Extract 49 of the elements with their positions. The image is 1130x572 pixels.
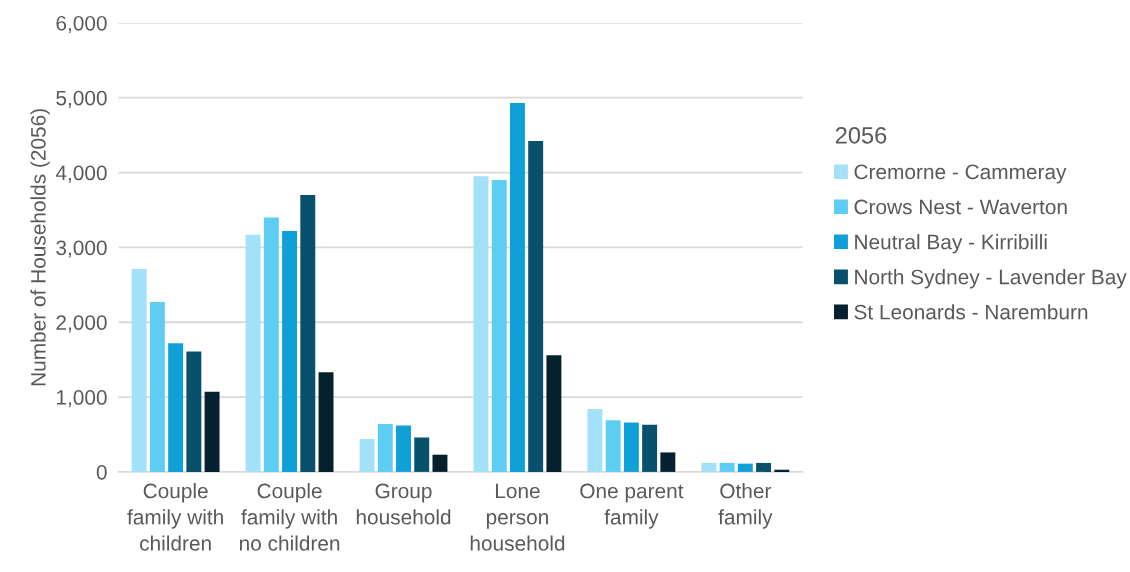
bar [509, 102, 525, 472]
bar [300, 195, 316, 472]
bar [377, 424, 393, 472]
bar [701, 462, 717, 472]
bar [168, 343, 184, 472]
bar [623, 422, 639, 472]
y-tick-label: 0 [96, 464, 107, 480]
bar [605, 420, 621, 472]
bar [719, 462, 735, 472]
y-tick-label: 3,000 [56, 240, 107, 258]
x-tick-label: Group household [356, 483, 451, 525]
bar [528, 141, 544, 472]
bar [546, 355, 562, 472]
bar [756, 462, 772, 472]
bar [737, 463, 753, 472]
bar [263, 217, 279, 472]
legend-label: St Leonards - Naremburn [854, 304, 1088, 320]
bar [131, 269, 147, 472]
bar [318, 372, 334, 472]
bar [414, 437, 430, 472]
bar [432, 454, 448, 472]
x-tick-label: Lone person household [470, 483, 565, 551]
bar [642, 424, 658, 472]
bar [186, 351, 202, 472]
y-tick-label: 1,000 [57, 390, 107, 408]
legend-title: 2056 [835, 126, 887, 144]
y-tick-label: 4,000 [55, 165, 107, 183]
bar [245, 234, 261, 472]
legend-label: Neutral Bay - Kirribilli [855, 234, 1047, 254]
y-axis-title: Number of Households (2056) [30, 109, 50, 386]
x-tick-label: Couple family with no children [239, 483, 340, 551]
bar [491, 180, 507, 472]
bar [149, 302, 165, 472]
y-tick-label: 5,000 [56, 90, 107, 108]
legend-label: North Sydney - Lavender Bay [855, 269, 1127, 289]
bar [660, 452, 676, 472]
x-tick-label: One parent family [580, 483, 684, 529]
x-tick-label: Couple family with children [127, 483, 223, 551]
bar [359, 438, 375, 472]
bar [204, 391, 220, 472]
bar [282, 230, 298, 472]
y-tick-label: 2,000 [56, 315, 107, 333]
legend-label: Crows Nest - Waverton [854, 199, 1067, 215]
x-tick-label: Other family [718, 483, 773, 529]
bar [473, 176, 489, 472]
bar [396, 425, 411, 472]
bar [587, 409, 603, 472]
legend-label: Cremorne - Cammeray [854, 164, 1067, 184]
y-tick-label: 6,000 [56, 15, 107, 34]
